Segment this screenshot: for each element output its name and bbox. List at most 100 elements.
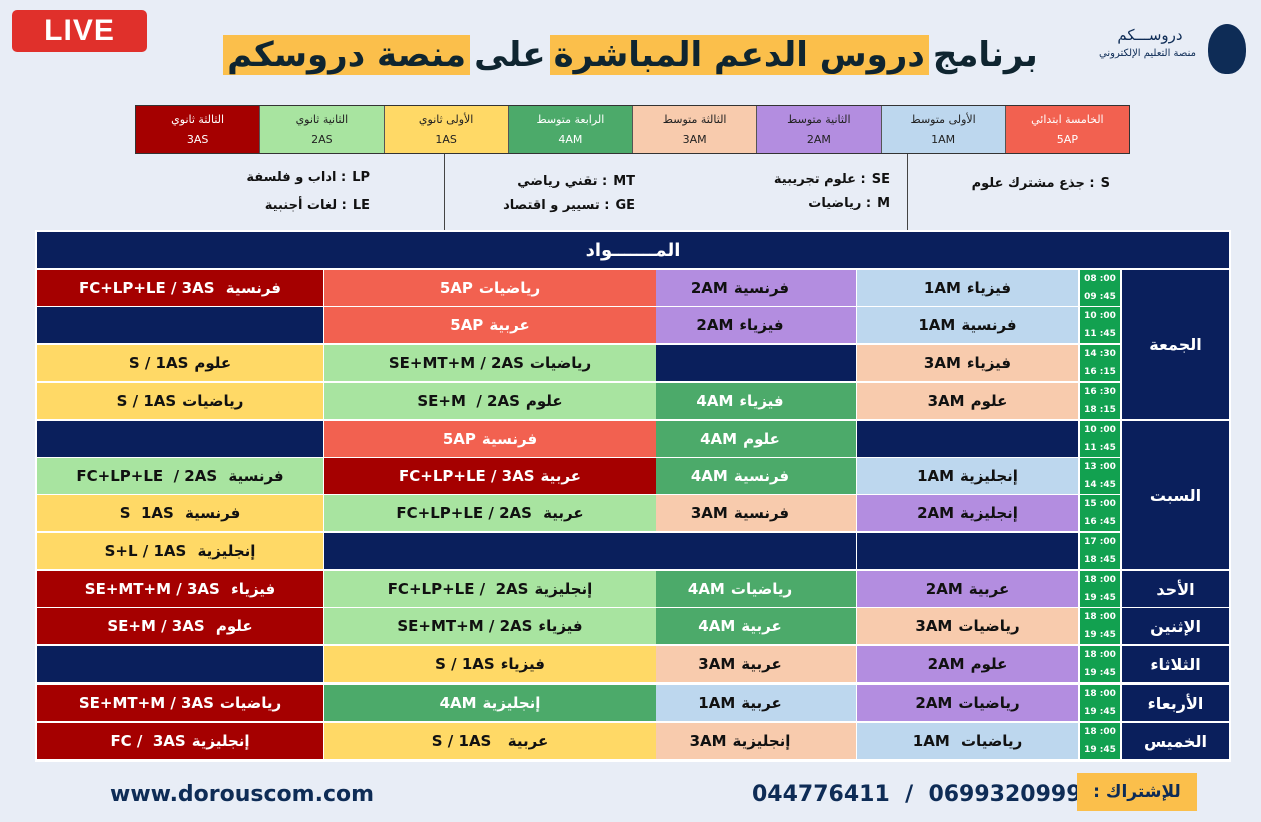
class-cell: فرنسية FC+LP+LE / 3AS (37, 270, 323, 306)
class-cell: فرنسية 2AM (624, 270, 856, 306)
subject: فيزياء (500, 655, 545, 673)
subject: رياضيات (958, 617, 1020, 635)
subscribe-label: للإشتراك : (1077, 773, 1197, 811)
level-group: SE+M / 2AS (417, 392, 520, 410)
level-code: 2AM (806, 133, 831, 147)
class-cell: رياضيات 2AM (857, 685, 1078, 721)
end-time: 18 :45 (1084, 555, 1116, 565)
level-name: الأولى ثانوي (418, 112, 474, 126)
legend-level: الثالثة ثانوي 3AS (136, 106, 260, 153)
subject: فيزياء (225, 580, 276, 598)
start-time: 18 :00 (1084, 575, 1116, 585)
abbreviation-code: GE (615, 198, 635, 213)
class-cell: رياضيات 1AM (857, 723, 1078, 759)
abbreviation-label: : تسيير و اقتصاد (503, 198, 610, 213)
legend-level: الخامسة ابتدائي 5AP (1004, 106, 1129, 153)
time-slot: 18 :00 19 :45 (1080, 608, 1120, 644)
level-name: الثالثة متوسط (662, 112, 727, 126)
end-time: 14 :45 (1084, 480, 1116, 490)
level-legend: الخامسة ابتدائي 5AP الأولى متوسط 1AM الثانية… (135, 105, 1130, 154)
abbreviation-code: SE (871, 172, 890, 187)
subject: علوم (970, 655, 1008, 673)
level-group: S / 1AS (116, 392, 177, 410)
class-cell: فرنسية 1AM (857, 307, 1078, 343)
start-time: 17 :00 (1084, 537, 1116, 547)
level-code: 4AM (558, 133, 583, 147)
class-cell: رياضيات 5AP (324, 270, 656, 306)
logo-name: دروســـكم (1117, 26, 1183, 44)
abbreviation-item: LE: لغات أجنبية (240, 198, 370, 213)
start-time: 16 :30 (1084, 387, 1116, 397)
time-slot: 18 :00 19 :45 (1080, 646, 1120, 682)
website-link[interactable]: www.dorouscom.com (110, 782, 375, 807)
end-time: 19 :45 (1084, 707, 1116, 717)
level-group: SE+MT+M / 2AS (397, 617, 533, 635)
legend-level: الرابعة متوسط 4AM (507, 106, 632, 153)
class-cell: فيزياء 1AM (857, 270, 1078, 306)
subject: فرنسية (733, 504, 790, 522)
table-header: المـــــــواد (37, 232, 1229, 268)
logo: دروســـكم منصة التعليم الإلكتروني (1090, 20, 1250, 75)
class-cell: علوم SE+M / 3AS (37, 608, 323, 644)
abbreviation-label: : اداب و فلسفة (246, 170, 347, 185)
level-group: S / 1AS (128, 354, 189, 372)
level-name: الثانية متوسط (787, 112, 851, 126)
class-cell: إنجليزية 3AM (624, 723, 856, 759)
level-group: S / 1AS (431, 732, 492, 750)
level-name: الرابعة متوسط (536, 112, 605, 126)
subject: فرنسية (733, 279, 790, 297)
level-group: 3AM (698, 655, 736, 673)
start-time: 10 :00 (1084, 425, 1116, 435)
level-group: 1AM (923, 279, 961, 297)
start-time: 14 :30 (1084, 349, 1116, 359)
class-cell: عربية S / 1AS (324, 723, 656, 759)
subject: فرنسية (220, 279, 282, 297)
abbreviation-label: : تقني رياضي (517, 174, 608, 189)
day-label: الأربعاء (1122, 685, 1229, 721)
level-group: 2AM (690, 279, 728, 297)
class-cell: فيزياء 2AM (624, 307, 856, 343)
class-cell (857, 421, 1078, 457)
class-cell: فيزياء SE+MT+M / 2AS (324, 608, 656, 644)
subject: علوم (743, 430, 780, 448)
level-group: FC+LP+LE / 3AS (78, 279, 215, 297)
start-time: 18 :00 (1084, 689, 1116, 699)
level-group: 4AM (696, 392, 734, 410)
class-cell: عربية FC+LP+LE / 3AS (324, 458, 656, 494)
abbreviation-code: M (877, 196, 890, 211)
subject: عربية (741, 655, 782, 673)
subject: عربية (968, 580, 1010, 598)
start-time: 18 :00 (1084, 727, 1116, 737)
logo-tagline: منصة التعليم الإلكتروني (1099, 48, 1196, 59)
start-time: 18 :00 (1084, 650, 1116, 660)
day-label: الخميس (1122, 723, 1229, 759)
title-part: على (474, 35, 546, 75)
time-slot: 16 :30 18 :15 (1080, 383, 1120, 419)
class-cell: رياضيات S / 1AS (37, 383, 323, 419)
class-cell: رياضيات 4AM (624, 571, 856, 607)
subject: علوم (525, 392, 563, 410)
abbreviation-item: GE : تسيير و اقتصاد (503, 198, 635, 213)
title-part: برنامج (932, 35, 1038, 75)
class-cell: إنجليزية 4AM (324, 685, 656, 721)
class-cell (624, 533, 856, 569)
class-cell: إنجليزية FC+LP+LE / 2AS (324, 571, 656, 607)
subject: عربية (741, 694, 782, 712)
end-time: 19 :45 (1084, 630, 1116, 640)
day-label: السبت (1122, 421, 1229, 569)
class-cell: عربية 1AM (624, 685, 856, 721)
level-group: 3AM (689, 732, 727, 750)
level-name: الخامسة ابتدائي (1031, 112, 1104, 126)
divider (907, 154, 908, 246)
abbreviation-code: MT (613, 174, 635, 189)
time-slot: 18 :00 19 :45 (1080, 723, 1120, 759)
class-cell: علوم 4AM (624, 421, 856, 457)
class-cell: فيزياء 4AM (624, 383, 856, 419)
end-time: 16 :45 (1084, 517, 1116, 527)
class-cell: عربية 4AM (624, 608, 856, 644)
subject: إنجليزية (732, 732, 791, 750)
level-group: FC+LP+LE / 2AS (396, 504, 532, 522)
subject: علوم (194, 354, 232, 372)
time-slot: 15 :00 16 :45 (1080, 495, 1120, 531)
level-group: 2AM (915, 694, 953, 712)
